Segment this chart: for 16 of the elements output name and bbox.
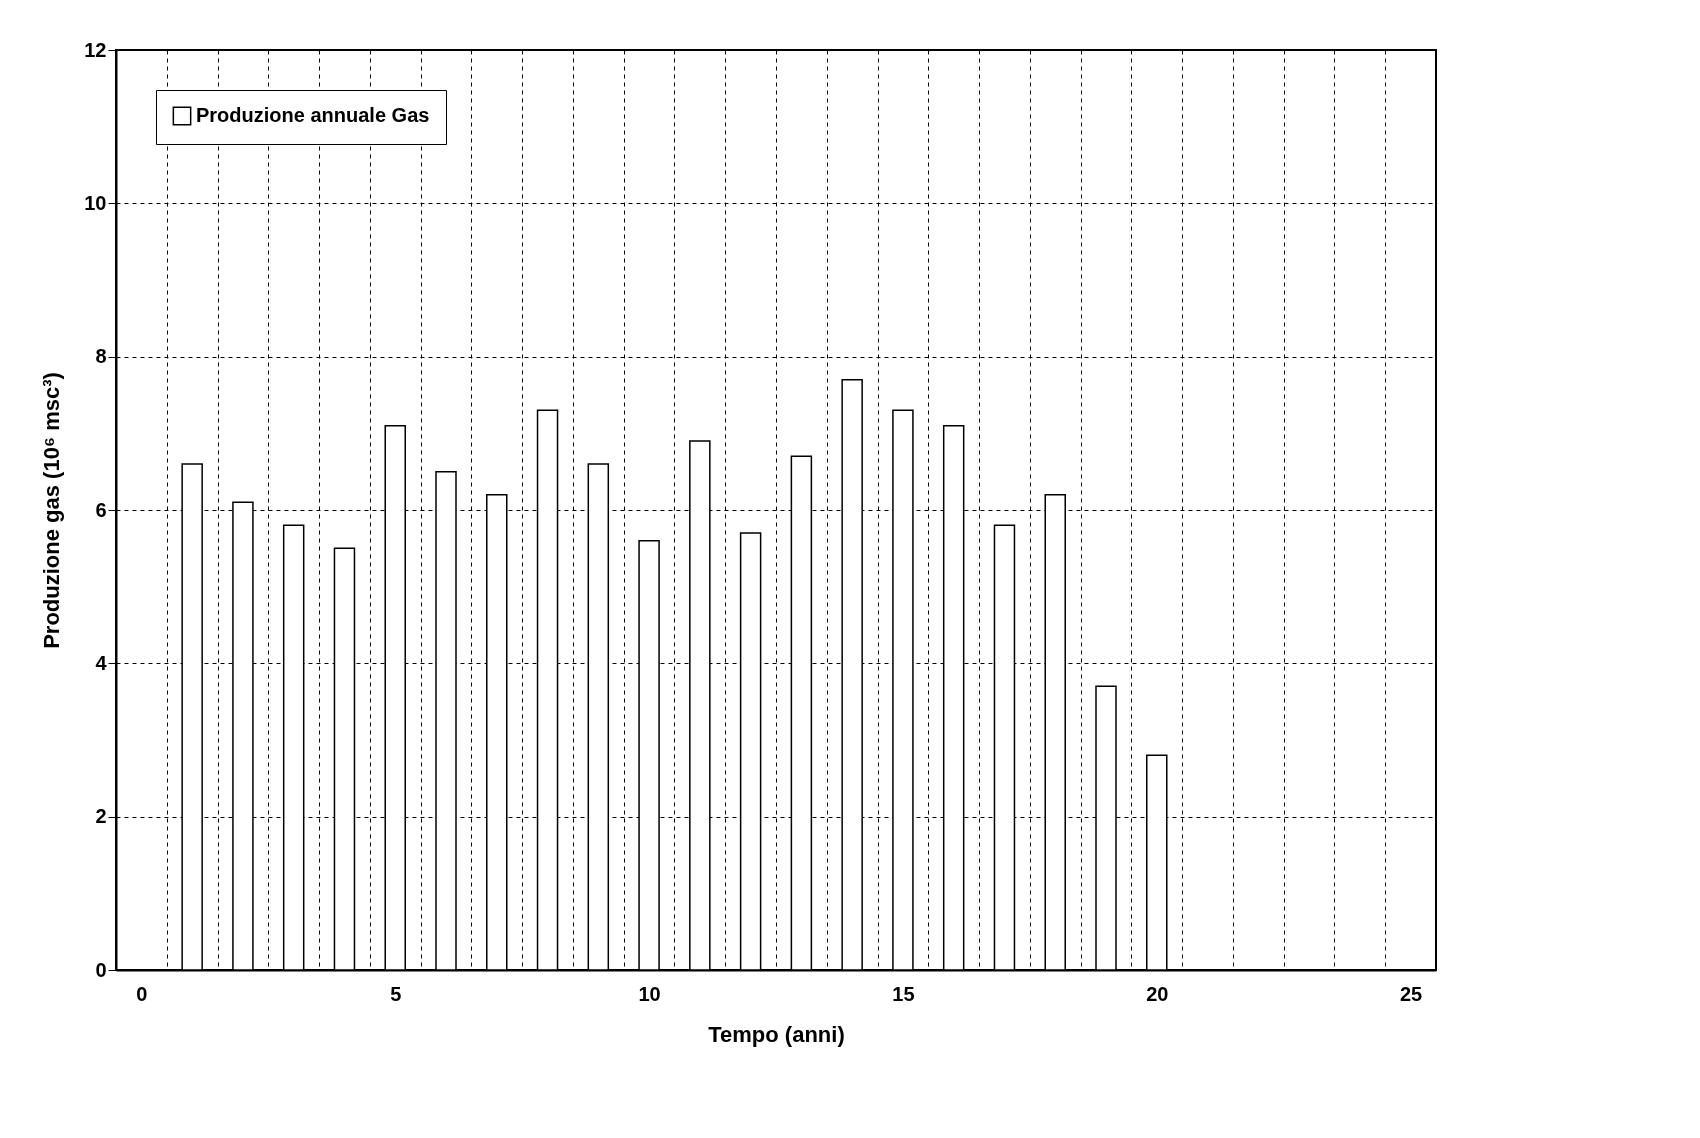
y-tick-label: 0: [95, 958, 107, 981]
x-tick-label: 25: [1399, 982, 1423, 1005]
y-axis-title: Produzione gas (10⁶ msc³): [39, 372, 65, 649]
y-tick-label: 6: [95, 498, 107, 521]
x-tick-label: 20: [1146, 982, 1169, 1005]
x-tick-label: 15: [892, 982, 915, 1005]
y-tick-label: 2: [95, 805, 107, 828]
legend-label: Produzione annuale Gas: [196, 104, 430, 126]
y-tick-label: 4: [95, 651, 108, 674]
x-tick-label: 5: [390, 982, 402, 1005]
x-axis-title: Tempo (anni): [708, 1021, 845, 1047]
y-tick-label: 10: [84, 191, 107, 214]
y-tick-label: 12: [84, 38, 107, 61]
x-tick-label: 10: [638, 982, 661, 1005]
y-tick-label: 8: [95, 345, 107, 368]
x-tick-label: 0: [136, 982, 148, 1005]
